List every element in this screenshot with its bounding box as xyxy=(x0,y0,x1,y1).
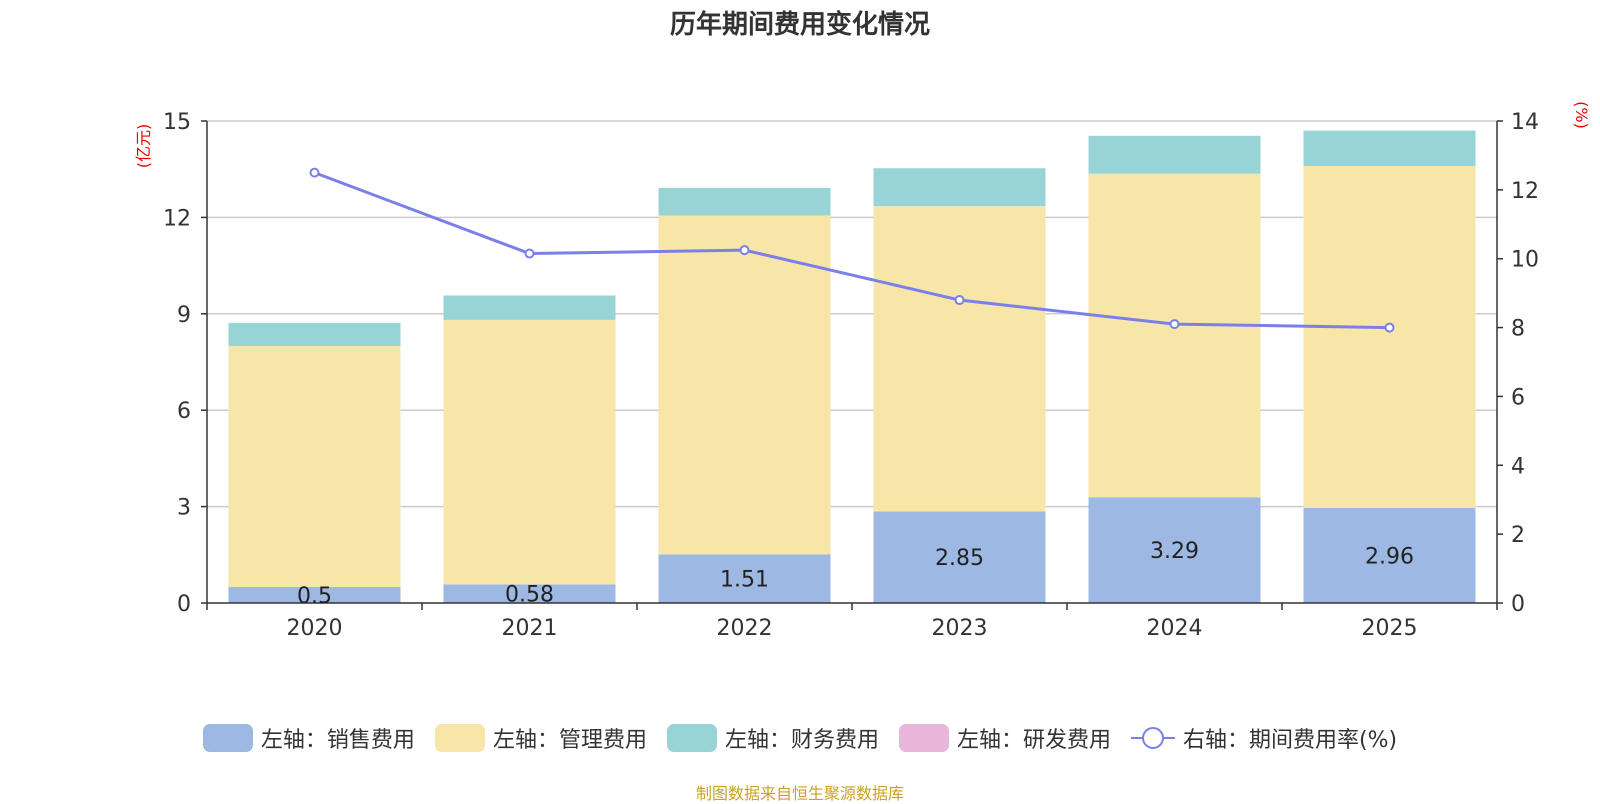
left-tick-label: 15 xyxy=(163,110,191,135)
bar-segment xyxy=(658,187,831,216)
left-tick-label: 6 xyxy=(177,399,191,424)
legend-item-rate[interactable]: 右轴：期间费用率(%) xyxy=(1130,722,1398,754)
bar-segment xyxy=(443,295,616,320)
bar-segment xyxy=(1303,507,1476,603)
bar-data-label: 2.85 xyxy=(935,546,984,571)
chart-area: 0 3 6 9 12 15 0 2 4 6 8 10 12 14 2020 2021 2022 2023 2024 2… xyxy=(134,101,1591,641)
bar-segment xyxy=(228,322,401,346)
right-axis-unit: (%) xyxy=(1572,101,1591,129)
right-tick-label: 8 xyxy=(1511,317,1525,342)
bar-segment xyxy=(873,206,1046,512)
legend-swatch-finance xyxy=(666,724,717,752)
bar-segment xyxy=(443,319,616,585)
right-tick-label: 0 xyxy=(1511,592,1525,617)
bars xyxy=(228,130,1476,603)
x-tick-label: 2021 xyxy=(502,616,558,641)
right-tick-label: 12 xyxy=(1511,179,1539,204)
bar-segment xyxy=(228,586,401,603)
bar-data-label: 2.96 xyxy=(1365,544,1414,569)
rate-point xyxy=(1384,322,1395,333)
left-tick-label: 3 xyxy=(177,496,191,521)
bar-segment xyxy=(1088,135,1261,174)
bar-segment xyxy=(1088,173,1261,498)
x-tick-label: 2024 xyxy=(1147,616,1203,641)
bar-data-label: 0.5 xyxy=(297,584,332,609)
left-tick-label: 0 xyxy=(177,592,191,617)
left-axis-unit: (亿元) xyxy=(134,124,153,169)
legend-label-rate: 右轴：期间费用率(%) xyxy=(1182,728,1398,753)
rate-point xyxy=(739,245,750,256)
gridlines xyxy=(207,120,1497,508)
legend-label-rnd: 左轴：研发费用 xyxy=(956,728,1111,753)
right-tick-label: 4 xyxy=(1511,454,1525,479)
legend-swatch-rnd xyxy=(898,724,949,752)
rate-point xyxy=(309,167,320,178)
right-tick-label: 6 xyxy=(1511,385,1525,410)
legend-label-admin: 左轴：管理费用 xyxy=(492,728,647,753)
rate-point xyxy=(524,248,535,259)
x-tick-label: 2023 xyxy=(932,616,988,641)
left-tick-label: 12 xyxy=(163,206,191,231)
bar-segment xyxy=(228,345,401,587)
bar-segment xyxy=(1303,165,1476,508)
bar-segment xyxy=(873,168,1046,207)
bar-segment xyxy=(1303,130,1476,166)
legend-item-admin[interactable]: 左轴：管理费用 xyxy=(434,722,647,754)
legend-item-finance[interactable]: 左轴：财务费用 xyxy=(666,722,879,754)
legend-swatch-rate xyxy=(1130,724,1175,752)
legend-label-sales: 左轴：销售费用 xyxy=(260,728,415,753)
legend-label-finance: 左轴：财务费用 xyxy=(724,728,879,753)
bar-segment xyxy=(1088,497,1261,603)
rate-polyline xyxy=(313,171,1390,330)
right-tick-label: 10 xyxy=(1511,248,1539,273)
x-tick-label: 2025 xyxy=(1362,616,1418,641)
rate-point xyxy=(954,295,965,306)
source-note: 制图数据来自恒生聚源数据库 xyxy=(695,784,904,803)
bar-segment xyxy=(658,554,831,603)
bar-data-label: 0.58 xyxy=(505,583,554,608)
right-tick-label: 2 xyxy=(1511,523,1525,548)
rate-line xyxy=(309,167,1395,333)
legend-swatch-admin xyxy=(434,724,485,752)
legend: 左轴：销售费用 左轴：管理费用 左轴：财务费用 左轴：研发费用 右轴：期间费用率… xyxy=(0,722,1600,754)
bar-data-label: 3.29 xyxy=(1150,539,1199,564)
legend-swatch-sales xyxy=(202,724,253,752)
legend-item-sales[interactable]: 左轴：销售费用 xyxy=(202,722,415,754)
right-tick-label: 14 xyxy=(1511,110,1539,135)
bar-segment xyxy=(658,215,831,555)
legend-item-rnd[interactable]: 左轴：研发费用 xyxy=(898,722,1111,754)
bar-segment xyxy=(873,511,1046,603)
x-tick-label: 2022 xyxy=(717,616,773,641)
bar-data-label: 1.51 xyxy=(720,568,769,593)
axes: 0 3 6 9 12 15 0 2 4 6 8 10 12 14 2020 2021 2022 2023 2024 2… xyxy=(134,101,1591,641)
bar-segment xyxy=(443,584,616,603)
rate-point xyxy=(1169,319,1180,330)
left-tick-label: 9 xyxy=(177,303,191,328)
x-tick-label: 2020 xyxy=(287,616,343,641)
data-labels: 0.5 0.58 1.51 2.85 3.29 2.96 xyxy=(297,539,1414,609)
chart-title: 历年期间费用变化情况 xyxy=(669,10,930,40)
